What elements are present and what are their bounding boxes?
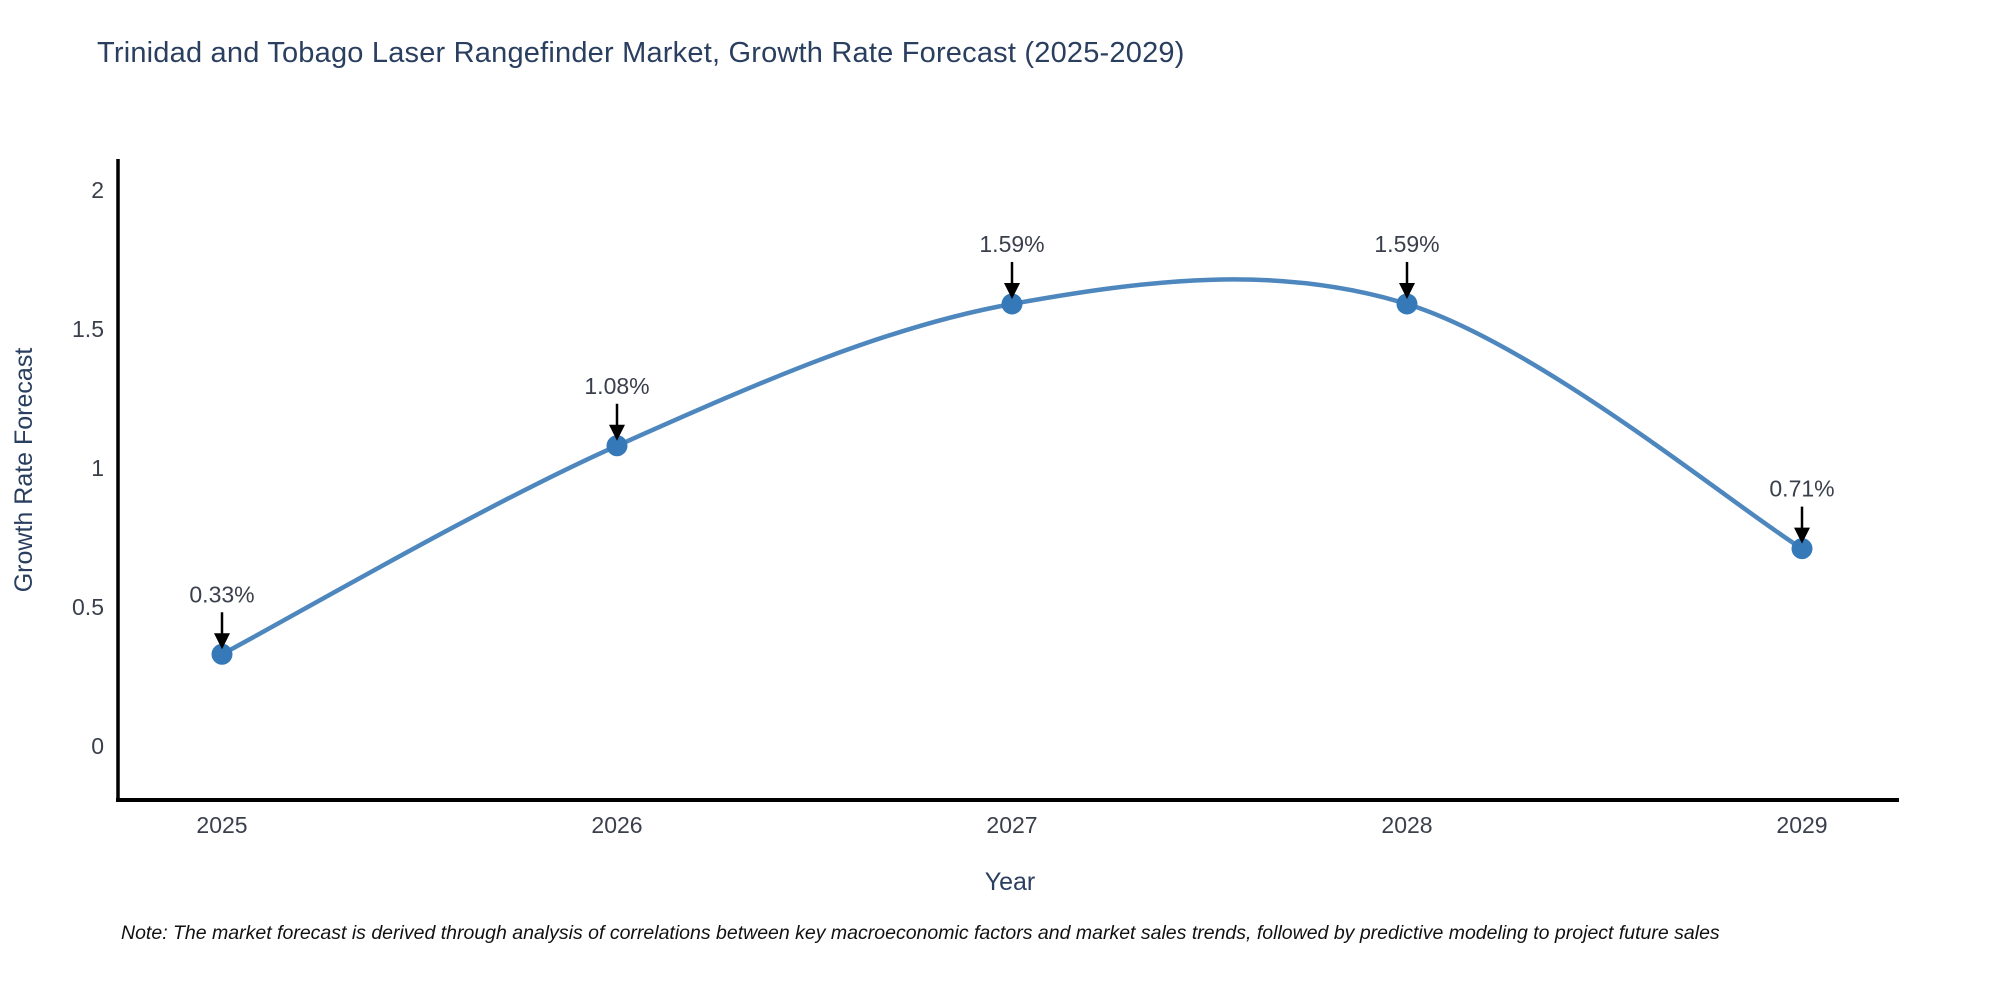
annotation-arrowhead-icon [1794, 527, 1810, 544]
chart-footnote: Note: The market forecast is derived thr… [121, 922, 1720, 944]
data-point-label: 1.59% [1374, 231, 1439, 257]
annotation-arrowhead-icon [214, 633, 230, 650]
annotation-arrowhead-icon [1004, 282, 1020, 299]
data-point-label: 1.59% [979, 231, 1044, 257]
annotation-arrowhead-icon [609, 424, 625, 441]
y-tick-label: 2 [91, 177, 104, 203]
y-tick-label: 0 [91, 733, 104, 759]
x-tick-label: 2028 [1381, 812, 1432, 838]
data-point-label: 0.71% [1769, 476, 1834, 502]
y-tick-label: 0.5 [72, 594, 104, 620]
data-point-marker [1396, 293, 1418, 315]
data-point-marker [211, 643, 233, 665]
y-axis-title: Growth Rate Forecast [10, 348, 38, 593]
x-tick-label: 2026 [591, 812, 642, 838]
data-point-label: 1.08% [584, 373, 649, 399]
x-tick-label: 2027 [986, 812, 1037, 838]
y-tick-label: 1 [91, 455, 104, 481]
chart-title: Trinidad and Tobago Laser Rangefinder Ma… [97, 37, 1185, 69]
x-tick-label: 2025 [196, 812, 247, 838]
y-tick-label: 1.5 [72, 316, 104, 342]
forecast-spline-line [219, 277, 1805, 657]
x-tick-label: 2029 [1776, 812, 1827, 838]
data-point-label: 0.33% [189, 581, 254, 607]
data-point-marker [606, 435, 628, 457]
data-point-marker [1001, 293, 1023, 315]
annotation-arrowhead-icon [1399, 282, 1415, 299]
data-point-marker [1791, 538, 1813, 560]
x-axis-title: Year [985, 868, 1036, 896]
